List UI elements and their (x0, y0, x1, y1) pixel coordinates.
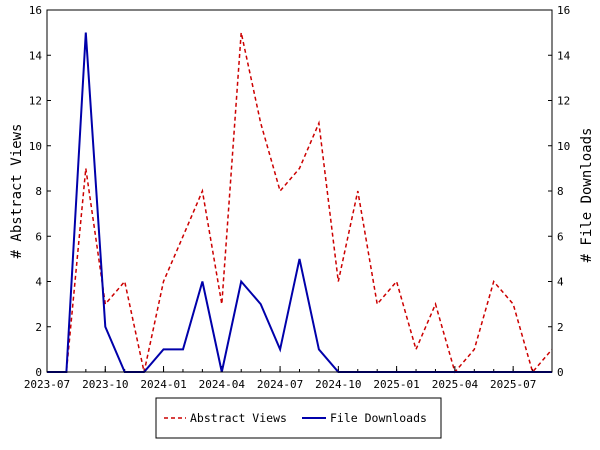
y2-tick-label: 16 (557, 4, 570, 17)
series-line-abstract-views (47, 32, 553, 374)
y-tick-label: 4 (35, 276, 42, 289)
x-tick-label: 2023-07 (24, 378, 70, 391)
series-layer (47, 32, 553, 374)
x-tick-label: 2024-01 (140, 378, 186, 391)
y2-tick-label: 6 (557, 230, 564, 243)
y-tick-label: 12 (29, 95, 42, 108)
y-tick-label: 14 (29, 49, 43, 62)
y2-tick-label: 2 (557, 321, 564, 334)
x-tick-label: 2025-04 (432, 378, 479, 391)
x-tick-label: 2024-04 (199, 378, 246, 391)
ticks-layer (46, 9, 553, 373)
y2-axis-title: # File Downloads (579, 128, 595, 263)
y-tick-label: 6 (35, 230, 42, 243)
x-tick-label: 2025-07 (490, 378, 536, 391)
y-tick-label: 16 (29, 4, 42, 17)
y-tick-label: 8 (35, 185, 42, 198)
y-tick-label: 0 (35, 366, 42, 379)
legend-box (155, 397, 442, 439)
y2-tick-label: 14 (557, 49, 571, 62)
y2-tick-label: 8 (557, 185, 564, 198)
x-tick-label: 2024-07 (257, 378, 303, 391)
legend: Abstract Views File Downloads (155, 397, 442, 439)
y2-tick-label: 0 (557, 366, 564, 379)
plot-frame (46, 9, 553, 373)
x-tick-label: 2024-10 (315, 378, 361, 391)
y-tick-label: 2 (35, 321, 42, 334)
y2-tick-label: 12 (557, 95, 570, 108)
y-tick-label: 10 (29, 140, 42, 153)
legend-label-file-downloads: File Downloads (330, 411, 427, 425)
y-axis-title: # Abstract Views (9, 124, 25, 259)
y2-tick-label: 10 (557, 140, 570, 153)
x-tick-label: 2025-01 (373, 378, 419, 391)
tick-labels-layer: 0 0 2 2 4 4 6 6 8 8 10 10 12 12 14 14 16 16 2023-07 2023-10… (24, 4, 571, 391)
series-line-file-downloads (47, 32, 552, 373)
y2-tick-label: 4 (557, 276, 564, 289)
x-tick-label: 2023-10 (82, 378, 128, 391)
legend-label-abstract-views: Abstract Views (190, 411, 287, 425)
